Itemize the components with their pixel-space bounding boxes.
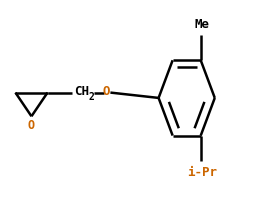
Text: O: O xyxy=(28,119,35,132)
Text: 2: 2 xyxy=(89,92,94,102)
Text: CH: CH xyxy=(74,85,89,98)
Text: Me: Me xyxy=(194,18,210,31)
Text: O: O xyxy=(103,85,110,98)
Text: i-Pr: i-Pr xyxy=(187,166,217,179)
